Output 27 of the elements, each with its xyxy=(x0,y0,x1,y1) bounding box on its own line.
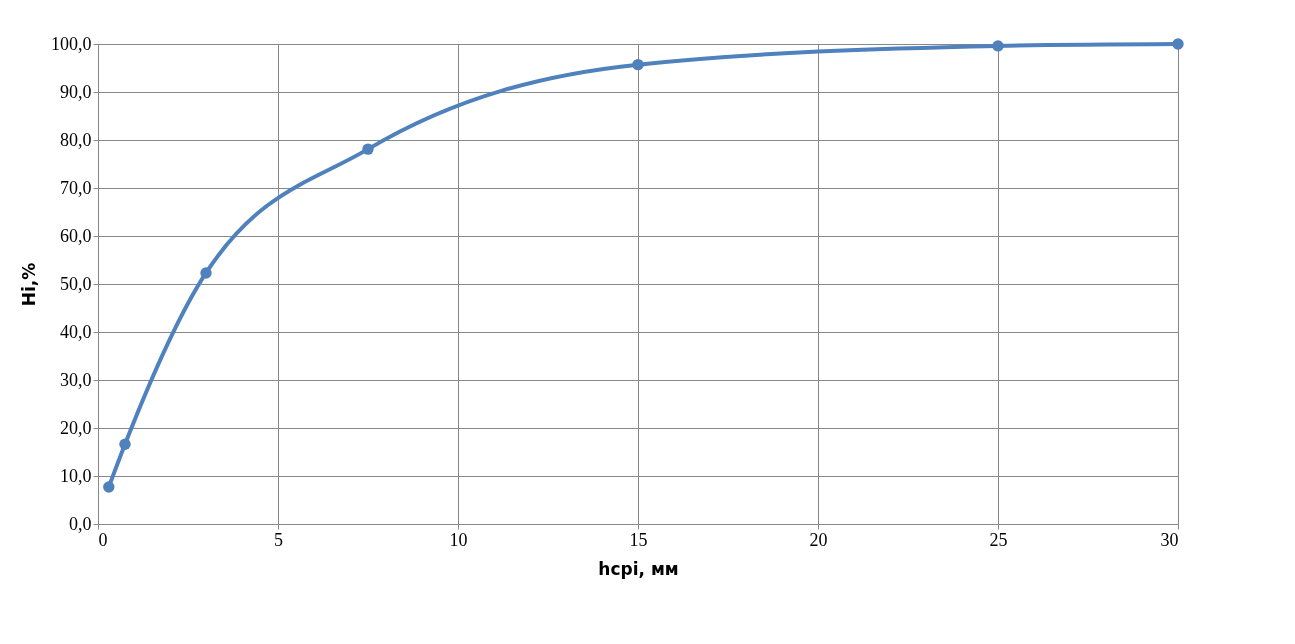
y-tick-label: 60,0 xyxy=(60,225,92,246)
y-tick-label: 10,0 xyxy=(60,465,92,486)
y-tick-label: 0,0 xyxy=(69,513,92,534)
x-tick-label: 20 xyxy=(809,529,828,550)
point xyxy=(103,481,115,493)
y-tick-label: 100,0 xyxy=(51,33,92,54)
x-tick-label: 0 xyxy=(98,529,108,550)
point xyxy=(362,143,374,155)
y-axis-title: Hi,% xyxy=(19,262,39,307)
point xyxy=(992,40,1004,52)
point xyxy=(1172,38,1184,50)
x-tick-label: 15 xyxy=(629,529,648,550)
x-tick-label: 5 xyxy=(274,529,283,550)
point xyxy=(632,58,644,71)
y-tick-label: 50,0 xyxy=(60,273,92,294)
y-tick-label: 90,0 xyxy=(60,81,92,102)
x-tick-label: 25 xyxy=(989,529,1008,550)
y-tick-label: 30,0 xyxy=(60,369,92,390)
y-tick-label: 40,0 xyxy=(60,321,92,342)
x-axis-title: hcpi, мм xyxy=(598,558,679,579)
point xyxy=(119,438,131,451)
y-tick-label: 80,0 xyxy=(60,129,92,150)
x-tick-label: 10 xyxy=(449,529,468,550)
point xyxy=(200,267,212,279)
y-tick-label: 20,0 xyxy=(60,417,92,438)
x-tick-label: 30 xyxy=(1160,529,1179,550)
y-tick-label: 70,0 xyxy=(60,177,92,198)
